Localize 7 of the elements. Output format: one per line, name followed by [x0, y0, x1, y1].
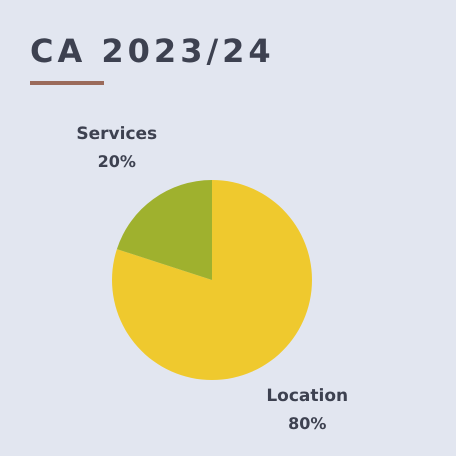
chart-title: CA 2023/24	[30, 32, 275, 70]
pie-slice	[116, 180, 212, 280]
slice-label: Services	[76, 124, 158, 144]
data-label: 80%	[288, 414, 326, 434]
slice-label: Location	[266, 386, 348, 406]
pie-slice	[112, 180, 312, 380]
data-label: 20%	[98, 152, 136, 171]
